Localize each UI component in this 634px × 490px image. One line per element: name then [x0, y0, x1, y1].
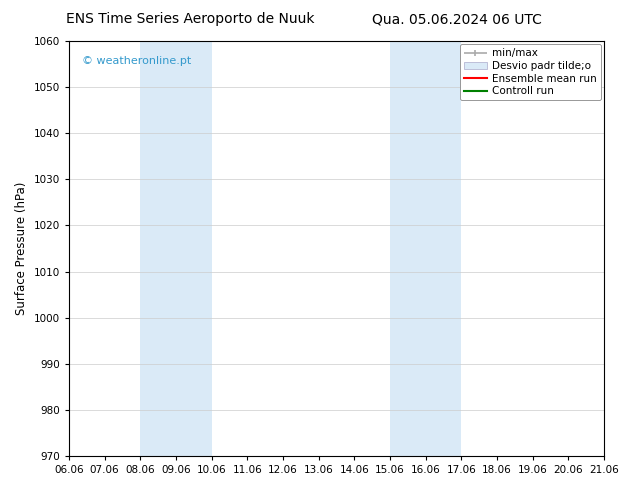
Legend: min/max, Desvio padr tilde;o, Ensemble mean run, Controll run: min/max, Desvio padr tilde;o, Ensemble m… [460, 44, 601, 100]
Text: ENS Time Series Aeroporto de Nuuk: ENS Time Series Aeroporto de Nuuk [66, 12, 314, 26]
Bar [140, 41, 212, 456]
Text: © weatheronline.pt: © weatheronline.pt [82, 55, 191, 66]
Y-axis label: Surface Pressure (hPa): Surface Pressure (hPa) [15, 182, 28, 315]
Bar [390, 41, 462, 456]
Text: Qua. 05.06.2024 06 UTC: Qua. 05.06.2024 06 UTC [372, 12, 541, 26]
